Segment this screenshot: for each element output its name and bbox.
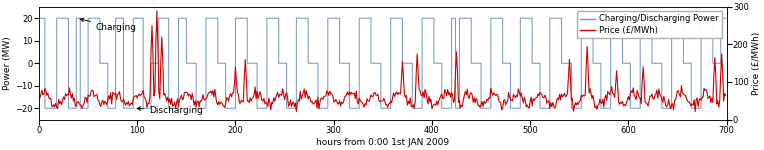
- Text: Discharging: Discharging: [138, 106, 203, 115]
- X-axis label: hours from 0:00 1st JAN 2009: hours from 0:00 1st JAN 2009: [316, 138, 449, 147]
- Legend: Charging/Discharging Power, Price (£/MWh): Charging/Discharging Power, Price (£/MWh…: [577, 11, 723, 38]
- Y-axis label: Power (MW): Power (MW): [4, 36, 12, 90]
- Y-axis label: Price (£/MWh): Price (£/MWh): [752, 32, 760, 95]
- Text: Charging: Charging: [80, 18, 137, 32]
